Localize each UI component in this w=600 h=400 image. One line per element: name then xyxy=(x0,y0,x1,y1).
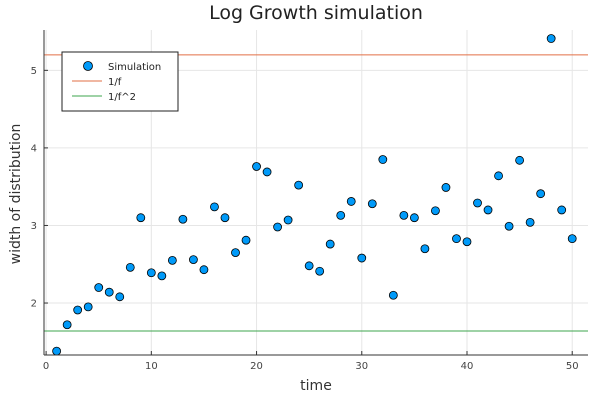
data-point xyxy=(283,215,293,225)
x-tick-label: 20 xyxy=(250,361,263,372)
chart-title: Log Growth simulation xyxy=(209,2,423,24)
data-point xyxy=(52,346,62,356)
data-point xyxy=(357,253,367,263)
data-point xyxy=(378,155,388,164)
data-point xyxy=(462,237,472,247)
data-point xyxy=(431,206,440,216)
data-point xyxy=(315,266,325,276)
data-point xyxy=(252,162,261,171)
data-point xyxy=(441,183,451,192)
x-tick-label: 10 xyxy=(145,361,158,372)
data-point xyxy=(325,239,335,249)
legend-label-1-over-f2: 1/f^2 xyxy=(108,92,136,103)
data-point xyxy=(494,171,503,181)
data-point xyxy=(504,221,514,231)
data-point xyxy=(178,214,188,224)
x-tick-label: 50 xyxy=(566,361,579,372)
data-point xyxy=(125,262,135,272)
data-point xyxy=(199,265,209,275)
data-point xyxy=(452,234,461,244)
data-point xyxy=(367,199,377,209)
legend-label-simulation: Simulation xyxy=(108,62,161,73)
data-point xyxy=(409,213,419,223)
data-point xyxy=(83,302,93,312)
x-axis-label: time xyxy=(300,378,332,394)
data-point xyxy=(346,197,356,206)
legend-label-1-over-f: 1/f xyxy=(108,77,122,88)
data-point xyxy=(146,268,156,278)
data-point xyxy=(104,287,114,297)
legend-marker-simulation xyxy=(83,61,93,71)
y-tick-label: 5 xyxy=(31,66,37,77)
x-tick-label: 30 xyxy=(355,361,368,372)
data-point xyxy=(294,180,304,190)
data-point xyxy=(273,222,282,232)
data-point xyxy=(536,189,546,199)
data-point xyxy=(336,210,346,220)
y-tick-label: 2 xyxy=(31,299,37,310)
data-point xyxy=(483,205,493,215)
data-point xyxy=(525,217,535,227)
data-point xyxy=(567,234,577,244)
data-point xyxy=(115,292,125,302)
data-point xyxy=(473,198,482,208)
y-axis-label: width of distribution xyxy=(8,124,24,265)
data-point xyxy=(262,167,272,177)
data-point xyxy=(420,244,430,254)
legend: Simulation 1/f 1/f^2 xyxy=(61,51,179,112)
x-tick-label: 0 xyxy=(43,361,49,372)
x-tick-label: 40 xyxy=(461,361,474,372)
data-point xyxy=(189,255,198,264)
y-tick-label: 4 xyxy=(31,143,37,154)
data-point xyxy=(157,271,167,281)
data-point xyxy=(210,202,219,212)
data-point xyxy=(62,320,72,330)
data-point xyxy=(515,155,525,165)
data-point xyxy=(94,283,104,292)
data-point xyxy=(557,205,567,215)
ticks: 0 10 20 30 40 50 2 3 4 5 xyxy=(31,66,579,372)
data-point xyxy=(399,210,409,220)
y-tick-label: 3 xyxy=(31,221,37,232)
data-point xyxy=(231,248,240,258)
data-point xyxy=(388,290,398,300)
data-point xyxy=(546,34,556,43)
data-point xyxy=(241,235,251,245)
data-point xyxy=(167,255,177,265)
data-point xyxy=(73,305,83,315)
data-point xyxy=(220,213,230,223)
data-point xyxy=(304,261,314,271)
data-point xyxy=(136,213,146,223)
